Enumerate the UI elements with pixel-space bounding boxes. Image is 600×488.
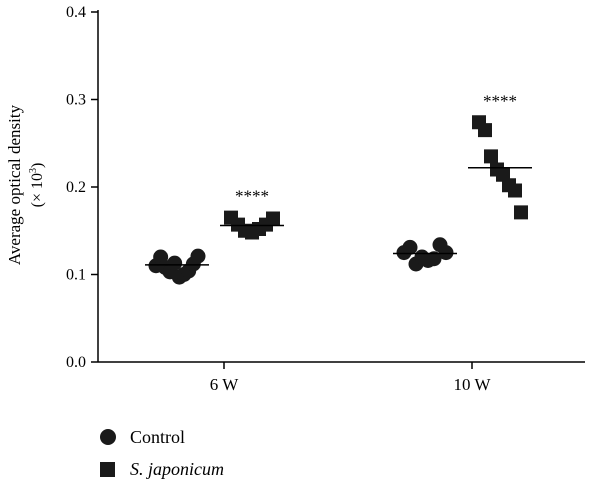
legend-item-s-japonicum: S. japonicum <box>100 456 224 482</box>
y-tick-label: 0.3 <box>66 92 86 109</box>
square-marker-icon <box>100 461 115 477</box>
control-point <box>426 251 442 267</box>
control-point <box>167 255 183 271</box>
significance-annotation: **** <box>235 187 269 206</box>
y-tick-label: 0.2 <box>66 179 86 196</box>
significance-annotation: **** <box>483 91 517 110</box>
legend-label-control: Control <box>130 426 186 447</box>
data-marks: **** **** <box>145 91 532 285</box>
y-tick-label: 0.4 <box>66 4 86 21</box>
x-tick-label: 6 W <box>210 375 239 394</box>
y-axis-title-unit: (× 103) <box>28 163 46 208</box>
scatter-chart: 0.0 0.1 0.2 0.3 0.4 6 W 10 W **** **** Average … <box>5 4 585 394</box>
control-point <box>190 248 206 264</box>
legend: Control S. japonicum <box>100 424 224 488</box>
x-tick-label: 10 W <box>454 375 492 394</box>
japonicum-point <box>508 183 522 198</box>
legend-label-s-japonicum: S. japonicum <box>130 458 224 479</box>
y-tick-label: 0.0 <box>66 354 86 371</box>
control-point <box>402 239 418 255</box>
y-axis-title-line1: Average optical density <box>5 104 24 265</box>
japonicum-point <box>266 211 280 226</box>
japonicum-point <box>484 149 498 164</box>
y-axis-title: Average optical density <box>5 104 24 265</box>
axes: 0.0 0.1 0.2 0.3 0.4 6 W 10 W <box>66 4 585 394</box>
control-point <box>438 245 454 261</box>
legend-item-control: Control <box>100 424 224 450</box>
y-tick-label: 0.1 <box>66 267 86 284</box>
circle-marker-icon <box>100 429 116 445</box>
japonicum-point <box>514 205 528 220</box>
japonicum-point <box>478 123 492 138</box>
